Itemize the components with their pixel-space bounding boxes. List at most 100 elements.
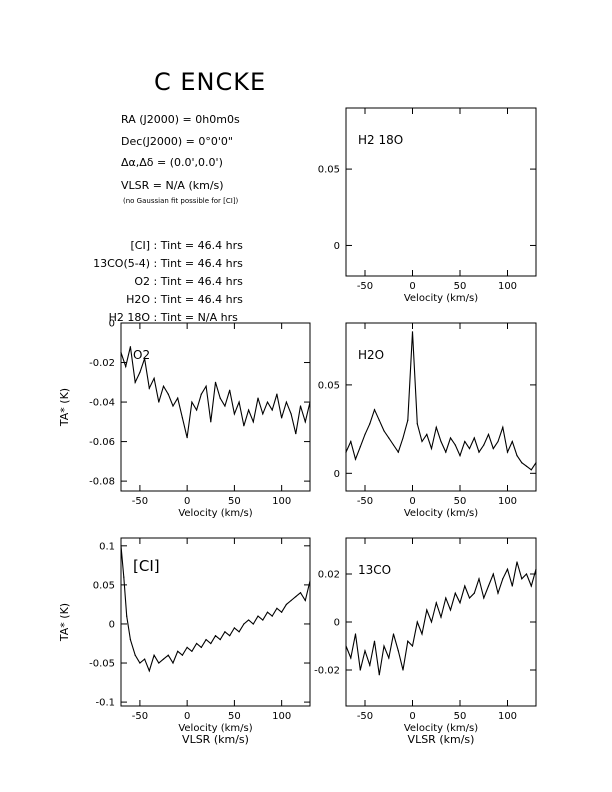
spectrum-point: [158, 662, 160, 664]
spectrum-point: [402, 437, 404, 439]
spectrum-point: [148, 387, 150, 389]
spectrum-point: [129, 638, 132, 641]
dec-value: 0°0'0": [198, 135, 233, 148]
spectrum-point: [210, 642, 212, 645]
integration-line-name: 13CO(5-4): [93, 257, 150, 270]
spectrum-point: [525, 573, 528, 575]
spectrum-point: [252, 421, 254, 423]
spectrum-point: [506, 451, 509, 453]
spectrum-point: [262, 413, 264, 415]
spectrum-point: [229, 635, 231, 637]
vlsr-value: N/A: [165, 179, 185, 192]
y-tick-label: -0.02: [89, 358, 115, 369]
spectrum-point: [502, 426, 504, 428]
spectrum-point: [473, 592, 475, 594]
spectrum-point: [483, 444, 485, 446]
x-tick-label: 0: [409, 281, 415, 292]
x-tick-label: -50: [132, 711, 148, 722]
chart-panel-bottom-left: -50 0 50 100 0.1 0.05 0 -0.05 -0.1 Velocity (km/s…: [58, 537, 311, 746]
spectrum-point: [224, 405, 226, 407]
spectrum-point: [123, 576, 125, 578]
spectrum-point: [191, 401, 193, 403]
spectrum-point: [214, 635, 217, 637]
spectrum-point: [252, 623, 254, 625]
panel-line-label: H2O: [358, 348, 384, 362]
spectrum-point: [129, 346, 132, 348]
spectrum-point: [276, 393, 278, 395]
y-axis-label: TA* (K): [58, 388, 71, 427]
integration-row: [CI] : Tint = 46.4 hrs: [80, 239, 280, 252]
spectrum-point: [535, 462, 537, 464]
spectrum-point: [440, 440, 442, 443]
x-tick-label: 100: [498, 711, 517, 722]
gaussian-note: (no Gaussian fit possible for [CI]): [123, 197, 239, 205]
spectrum-point: [144, 658, 146, 660]
spectrum-point: [243, 425, 245, 427]
spectrum-point: [181, 654, 184, 656]
spectrum-point: [454, 444, 456, 446]
spectrum-point: [464, 440, 466, 443]
vlsr-label: VLSR: [121, 179, 150, 192]
spectrum-point: [426, 433, 428, 436]
x-tick-label: 100: [498, 496, 517, 507]
integration-row: O2 : Tint = 46.4 hrs: [80, 275, 280, 288]
spectrum-point: [167, 393, 169, 395]
integration-separator: : Tint =: [150, 293, 198, 306]
integration-value: 46.4 hrs: [197, 239, 243, 252]
spectrum-point: [285, 603, 287, 606]
spectrum-point: [271, 615, 273, 617]
spectrum-point: [257, 615, 259, 617]
spectrum-point: [497, 592, 499, 594]
spectrum-point: [392, 633, 395, 635]
x-tick-label: -50: [357, 281, 373, 292]
chart-panel-middle-right: -50 0 50 100 0 0.05 Velocity (km/s) H2O: [318, 322, 537, 519]
spectrum-point: [162, 385, 165, 387]
spectrum-point: [416, 423, 418, 425]
x-tick-label: -50: [357, 711, 373, 722]
x-tick-label: 100: [272, 496, 291, 507]
spectrum-point: [186, 437, 188, 439]
chart-panel-top-right: -50 0 50 100 0 0.05 Velocity (km/s) H2 18O: [318, 107, 537, 304]
spectrum-point: [304, 421, 306, 423]
spectrum-point: [167, 654, 169, 656]
y-tick-label: 0.05: [318, 165, 340, 176]
spectrum-point: [492, 447, 494, 450]
spectrum-point: [125, 365, 127, 368]
spectrum-point: [459, 455, 461, 457]
y-tick-label: -0.1: [95, 698, 115, 709]
spectrum-point: [388, 657, 390, 659]
spectrum-point: [238, 401, 240, 403]
spectrum-point: [238, 631, 240, 633]
spectrum-point: [383, 645, 385, 647]
x-tick-label: 0: [184, 496, 190, 507]
integration-value: 46.4 hrs: [197, 275, 243, 288]
integration-row: H2O : Tint = 46.4 hrs: [80, 293, 280, 306]
spectrum-point: [511, 585, 513, 587]
spectrum-point: [359, 669, 361, 671]
spectrum-point: [120, 352, 122, 354]
spectrum-point: [445, 597, 447, 599]
x-tick-label: 0: [409, 496, 415, 507]
spectrum-point: [478, 578, 480, 580]
x-tick-label: 50: [454, 496, 467, 507]
spectrum-point: [492, 573, 494, 575]
spectrum-point: [266, 611, 269, 613]
spectrum-point: [177, 397, 179, 399]
spectrum-point: [309, 580, 311, 582]
spectrum-point: [354, 633, 357, 635]
spectrum-point: [369, 423, 371, 425]
spectrum-point: [262, 619, 264, 621]
x-tick-label: -50: [357, 496, 373, 507]
spectrum-point: [397, 451, 399, 453]
spectrum-point: [233, 413, 235, 415]
spectrum-point: [153, 654, 155, 656]
spectrum-point: [506, 568, 509, 570]
y-tick-label: -0.06: [89, 437, 115, 448]
spectrum-point: [407, 640, 409, 642]
spectrum-point: [162, 658, 165, 660]
integration-line-name: O2: [134, 275, 150, 288]
ra-label: RA (J2000): [121, 113, 180, 126]
spectrum-point: [373, 640, 376, 642]
